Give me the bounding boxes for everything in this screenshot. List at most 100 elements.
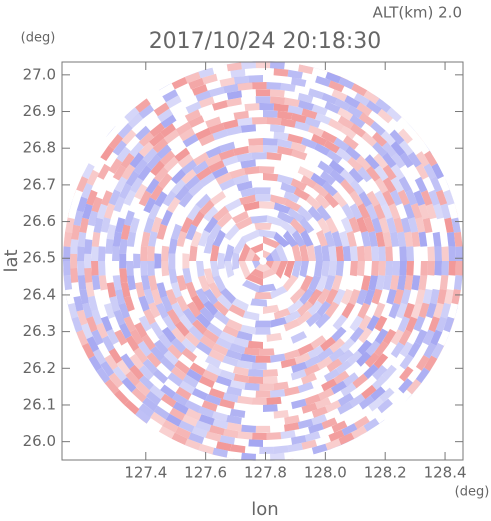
echo-cell xyxy=(277,110,293,120)
echo-field xyxy=(63,61,463,461)
echo-cell xyxy=(224,198,242,212)
echo-cell xyxy=(277,174,294,185)
echo-cell xyxy=(162,190,177,207)
echo-cell xyxy=(184,438,201,451)
echo-cell xyxy=(332,191,348,208)
echo-cell xyxy=(259,383,275,391)
echo-cell xyxy=(325,288,339,305)
echo-cell xyxy=(131,387,147,403)
echo-cell xyxy=(104,354,119,371)
echo-cell xyxy=(291,398,307,410)
echo-cell xyxy=(382,275,393,291)
echo-cell xyxy=(219,331,236,344)
echo-cell xyxy=(304,394,321,406)
echo-cell xyxy=(230,68,246,78)
echo-cell xyxy=(358,327,373,344)
echo-cell xyxy=(340,125,357,140)
echo-cell xyxy=(404,231,414,247)
echo-cell xyxy=(388,302,401,319)
echo-cell xyxy=(176,275,187,292)
echo-cell xyxy=(455,261,463,276)
echo-cell xyxy=(238,261,251,279)
echo-cell xyxy=(201,400,218,412)
echo-cell xyxy=(251,117,267,125)
echo-cell xyxy=(182,414,198,427)
echo-cell xyxy=(135,125,151,141)
echo-cell xyxy=(153,339,169,356)
echo-cell xyxy=(92,348,107,365)
echo-cell xyxy=(184,400,201,413)
echo-cell xyxy=(390,342,405,358)
echo-cell xyxy=(198,406,215,418)
echo-cell xyxy=(108,158,123,174)
echo-cell xyxy=(339,168,356,185)
echo-cell xyxy=(172,392,189,407)
echo-cell xyxy=(149,384,165,400)
echo-cell xyxy=(308,275,321,293)
echo-cell xyxy=(328,80,345,93)
echo-cell xyxy=(182,374,199,389)
echo-cell xyxy=(425,203,437,220)
echo-cell xyxy=(217,252,225,270)
echo-cell xyxy=(284,310,302,324)
echo-cell xyxy=(427,246,435,261)
echo-cell xyxy=(162,315,177,332)
echo-cell xyxy=(212,300,229,317)
echo-cell xyxy=(280,118,297,128)
echo-cell xyxy=(390,164,405,180)
echo-cell xyxy=(77,246,85,261)
echo-cell xyxy=(123,295,135,312)
echo-cell xyxy=(174,185,190,201)
echo-cell xyxy=(291,261,302,278)
echo-cell xyxy=(108,133,124,150)
echo-cell xyxy=(287,299,304,315)
echo-cell xyxy=(81,342,95,359)
echo-cell xyxy=(321,261,330,277)
echo-cell xyxy=(152,138,169,153)
echo-cell xyxy=(135,98,151,113)
echo-cell xyxy=(420,261,428,276)
echo-cell xyxy=(363,289,375,306)
echo-cell xyxy=(174,321,190,337)
echo-cell xyxy=(435,316,448,333)
echo-cell xyxy=(154,191,168,208)
echo-cell xyxy=(118,322,132,339)
echo-cell xyxy=(208,349,225,363)
echo-cell xyxy=(120,152,135,169)
echo-cell xyxy=(196,261,205,277)
echo-cell xyxy=(188,77,205,90)
echo-cell xyxy=(341,302,355,319)
echo-cell xyxy=(283,230,299,248)
echo-cell xyxy=(229,343,246,355)
echo-cell xyxy=(343,372,359,387)
echo-cell xyxy=(208,282,222,299)
echo-cell xyxy=(291,112,307,124)
echo-cell xyxy=(140,275,151,291)
echo-cell xyxy=(352,373,368,389)
echo-cell xyxy=(434,261,442,276)
echo-cell xyxy=(245,273,263,286)
x-tick-label: 128.4 xyxy=(424,464,467,482)
echo-cell xyxy=(225,349,242,361)
echo-cell xyxy=(203,288,219,306)
echo-cell xyxy=(182,133,199,148)
echo-cell xyxy=(244,382,260,391)
echo-cell xyxy=(247,340,263,349)
echo-cell xyxy=(331,89,348,102)
echo-cell xyxy=(216,441,232,452)
echo-cell xyxy=(322,181,338,197)
echo-cell xyxy=(339,337,356,354)
echo-cell xyxy=(455,303,463,319)
echo-cell xyxy=(158,425,175,439)
echo-cell xyxy=(366,190,380,207)
echo-cell xyxy=(370,121,386,136)
echo-cell xyxy=(138,403,155,418)
echo-cell xyxy=(270,286,288,299)
echo-cell xyxy=(368,231,378,247)
echo-cell xyxy=(153,102,170,117)
echo-cell xyxy=(125,335,140,352)
echo-cell xyxy=(259,446,274,454)
echo-cell xyxy=(108,372,124,389)
echo-cell xyxy=(165,413,182,427)
echo-cell xyxy=(324,192,339,209)
